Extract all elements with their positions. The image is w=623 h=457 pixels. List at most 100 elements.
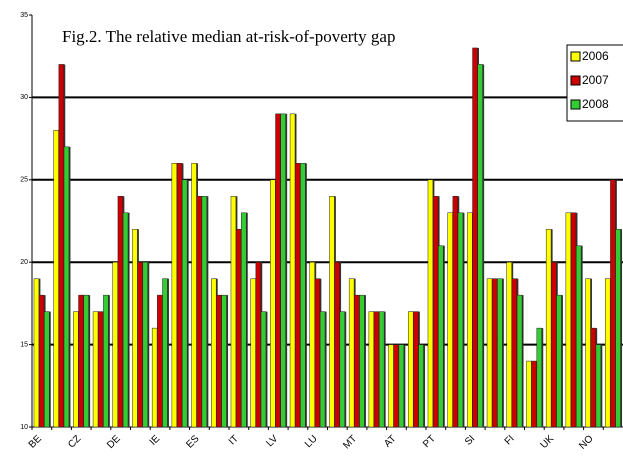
bar [191, 163, 197, 428]
bar [309, 261, 315, 428]
x-tick-label: IE [148, 433, 163, 448]
bar [438, 245, 444, 428]
bar [373, 311, 380, 428]
x-tick-label: NO [577, 433, 596, 452]
bar [162, 278, 168, 428]
bar [565, 212, 572, 428]
bar [467, 212, 473, 428]
x-tick-label: FI [503, 433, 517, 447]
bar [610, 179, 616, 428]
legend-swatch [570, 99, 581, 110]
bar [157, 294, 163, 428]
bar [201, 196, 208, 428]
bar [348, 278, 355, 428]
bar [393, 344, 399, 428]
x-tick-label: CZ [66, 433, 83, 450]
x-tick-label: MT [341, 433, 359, 451]
bar [97, 311, 104, 428]
y-tick-label: 15 [20, 341, 28, 348]
bar [551, 261, 557, 428]
bar [216, 294, 222, 428]
bar [63, 146, 70, 428]
bar [452, 196, 459, 428]
bar [388, 344, 394, 428]
x-tick-label: DE [105, 433, 123, 451]
x-tick-label: UK [539, 433, 557, 451]
bar [38, 294, 45, 428]
bar [585, 278, 591, 428]
bar [92, 311, 99, 428]
bar [556, 294, 562, 428]
bar [83, 294, 89, 428]
bar [526, 360, 532, 428]
x-tick-label: IT [227, 433, 241, 447]
bar [368, 311, 375, 428]
legend-swatch [570, 75, 581, 86]
y-tick-label: 10 [20, 424, 28, 431]
bar [211, 278, 217, 428]
bar [196, 196, 202, 428]
bar [339, 311, 345, 428]
legend-label: 2006 [582, 49, 609, 63]
bar [472, 47, 478, 428]
bar [497, 278, 503, 428]
x-tick-label: LV [264, 433, 280, 449]
bar [418, 344, 424, 428]
bar [260, 311, 267, 428]
bar [300, 163, 306, 428]
legend-label: 2007 [582, 73, 609, 87]
bar [491, 278, 498, 428]
bar [477, 64, 483, 428]
bar [413, 311, 419, 428]
bar [250, 278, 256, 428]
bar [531, 360, 537, 428]
chart-title: Fig.2. The relative median at-risk-of-po… [62, 27, 395, 46]
bar [570, 212, 577, 428]
x-tick-label: AT [382, 433, 398, 449]
bar [486, 278, 493, 428]
bar [595, 344, 602, 428]
bar [151, 327, 158, 428]
bar [255, 261, 262, 428]
bar [44, 311, 50, 428]
bar [590, 327, 596, 428]
bar [605, 278, 611, 428]
y-tick-label: 25 [20, 177, 28, 184]
bar [132, 228, 138, 428]
bar [319, 311, 326, 428]
bar [575, 245, 582, 428]
bar [408, 311, 414, 428]
bar [235, 228, 242, 428]
bar [230, 196, 237, 428]
bar [275, 113, 281, 428]
bar [112, 261, 118, 428]
bar [354, 294, 360, 428]
bar [359, 294, 365, 428]
bar [432, 196, 439, 428]
bar [294, 163, 301, 428]
bar [103, 294, 109, 428]
bar [545, 228, 552, 428]
legend-label: 2008 [582, 97, 609, 111]
bar [73, 311, 79, 428]
bar [270, 179, 276, 428]
bar [314, 278, 321, 428]
bar [137, 261, 143, 428]
bar [122, 212, 129, 428]
bar [447, 212, 453, 428]
y-tick-label: 30 [20, 94, 28, 101]
bar [615, 228, 621, 428]
bar [536, 327, 542, 428]
bar [378, 311, 385, 428]
bar [181, 179, 188, 428]
bar [289, 113, 296, 428]
bar [427, 179, 434, 428]
bar [329, 196, 335, 428]
bar [241, 212, 247, 428]
bar [334, 261, 340, 428]
legend-swatch [570, 51, 581, 62]
bar [506, 261, 512, 428]
x-tick-label: SI [463, 433, 477, 447]
x-tick-label: ES [184, 433, 201, 450]
